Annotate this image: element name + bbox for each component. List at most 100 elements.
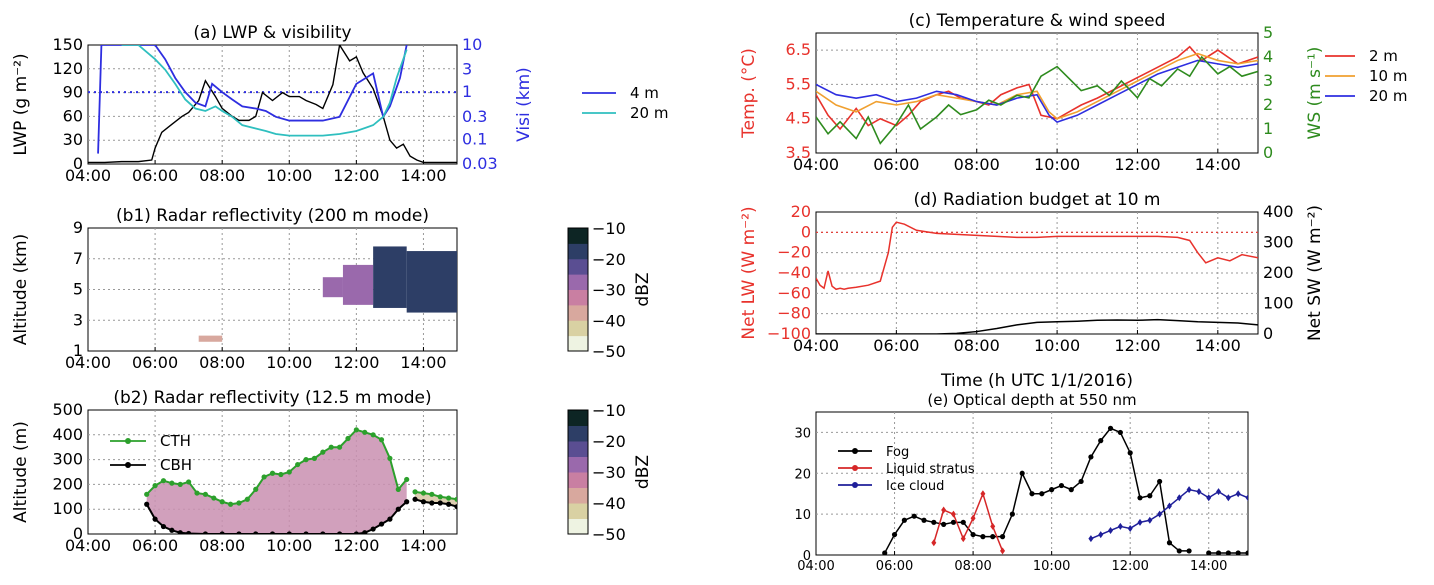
y-tick-label: 6.5 (786, 40, 811, 59)
series-point (911, 513, 917, 519)
y2-tick-label: 0 (1263, 324, 1273, 343)
x-tick-label: 10:00 (1034, 155, 1080, 174)
series-point (950, 519, 957, 525)
legend-marker (852, 465, 858, 471)
x-tick-label: 04:00 (65, 536, 111, 555)
y-tick-label: 1 (73, 341, 83, 360)
series-point (941, 506, 947, 514)
series-point (278, 471, 284, 478)
series-line (816, 221, 1258, 291)
series-point (370, 432, 376, 438)
series-point (412, 489, 418, 495)
y-tick-label: 5.5 (786, 74, 811, 93)
y2-tick-label: 5 (1263, 23, 1273, 42)
legend-label: 20 m (630, 104, 668, 122)
series-point (378, 437, 385, 443)
panel-b1: (b1) Radar reflectivity (200 m mode) 04:0… (11, 206, 653, 372)
y-axis-label: Altitude (m) (11, 421, 31, 523)
panel-b2: (b2) Radar reflectivity (12.5 m mode) 04:… (11, 388, 653, 555)
series-point (219, 499, 225, 505)
series-point (1206, 550, 1212, 555)
series-point (1088, 535, 1094, 543)
series-point (1216, 488, 1222, 496)
y-axis-label: Net LW (W m⁻²) (739, 206, 759, 339)
legend-label: Fog (886, 445, 909, 460)
series-point (1245, 550, 1248, 555)
y-axis-label: LWP (g m⁻²) (11, 53, 31, 155)
series-point (144, 491, 150, 497)
series-point (1127, 524, 1133, 532)
x-tick-label: 06:00 (873, 155, 919, 174)
series-point (387, 455, 393, 461)
series-point (1117, 522, 1123, 530)
series-point (980, 490, 986, 498)
series-point (1157, 510, 1163, 518)
series-point (404, 499, 410, 505)
colorbar-segment (568, 487, 588, 504)
x-tick-label: 12:00 (1114, 155, 1160, 174)
x-tick-label: 08:00 (199, 353, 245, 372)
colorbar-tick-label: −30 (592, 463, 626, 482)
colorbar-segment (568, 335, 588, 352)
y2-tick-label: 1 (462, 82, 472, 101)
series-point (253, 531, 259, 534)
y-tick-label: 0 (801, 222, 811, 241)
series-point (353, 427, 359, 433)
x-tick-label: 06:00 (873, 336, 919, 355)
x-tick-label: 14:00 (400, 536, 446, 555)
y2-tick-label: 100 (1263, 294, 1294, 313)
series-point (186, 479, 192, 485)
series-point (429, 491, 435, 497)
colorbar-tick-label: −40 (592, 494, 626, 513)
legend-marker (125, 438, 131, 444)
y2-axis-label: Visi (km) (514, 67, 534, 142)
y-tick-label: 400 (52, 425, 83, 444)
series-point (227, 501, 234, 507)
series-point (1088, 454, 1094, 460)
series-point (1176, 494, 1182, 502)
series-point (1108, 526, 1114, 534)
series-point (420, 490, 427, 496)
plot-frame (815, 411, 1249, 556)
series-point (921, 517, 927, 523)
series-point (1166, 540, 1173, 546)
series-point (177, 481, 183, 487)
legend-label: CTH (160, 432, 191, 450)
y2-tick-label: 2 (1263, 95, 1273, 114)
series-point (395, 486, 401, 492)
colorbar-segment (568, 258, 588, 275)
x-tick-label: 10:00 (1033, 559, 1070, 574)
series-point (378, 521, 385, 527)
x-axis-label: Time (h UTC 1/1/2016) (940, 371, 1133, 391)
series-point (370, 526, 376, 532)
series-point (362, 429, 368, 435)
y2-tick-label: 4 (1263, 47, 1273, 66)
x-tick-label: 14:00 (1190, 559, 1227, 574)
series-point (941, 521, 947, 527)
x-tick-label: 10:00 (266, 166, 312, 185)
series-point (404, 476, 410, 483)
series-point (446, 501, 452, 507)
series-point (970, 514, 976, 522)
colorbar-tick-label: −10 (592, 219, 626, 238)
series-point (931, 539, 937, 547)
x-tick-label: 12:00 (333, 536, 379, 555)
x-tick-label: 04:00 (793, 336, 839, 355)
reflectivity-fill (146, 429, 407, 534)
x-tick-label: 08:00 (199, 536, 245, 555)
colorbar-segment (568, 518, 588, 535)
series-point (454, 496, 457, 502)
series-point (295, 461, 301, 468)
series-point (1157, 478, 1163, 485)
colorbar-segment (568, 274, 588, 290)
x-tick-label: 14:00 (1195, 155, 1241, 174)
y-tick-label: 300 (52, 450, 83, 469)
colorbar-segment (568, 320, 588, 337)
series-point (362, 530, 368, 534)
series-point (320, 531, 326, 534)
y-tick-label: 5 (73, 280, 83, 299)
legend-label: 4 m (630, 84, 659, 102)
series-point (177, 530, 183, 534)
series-point (420, 499, 427, 505)
series-point (1049, 487, 1055, 493)
